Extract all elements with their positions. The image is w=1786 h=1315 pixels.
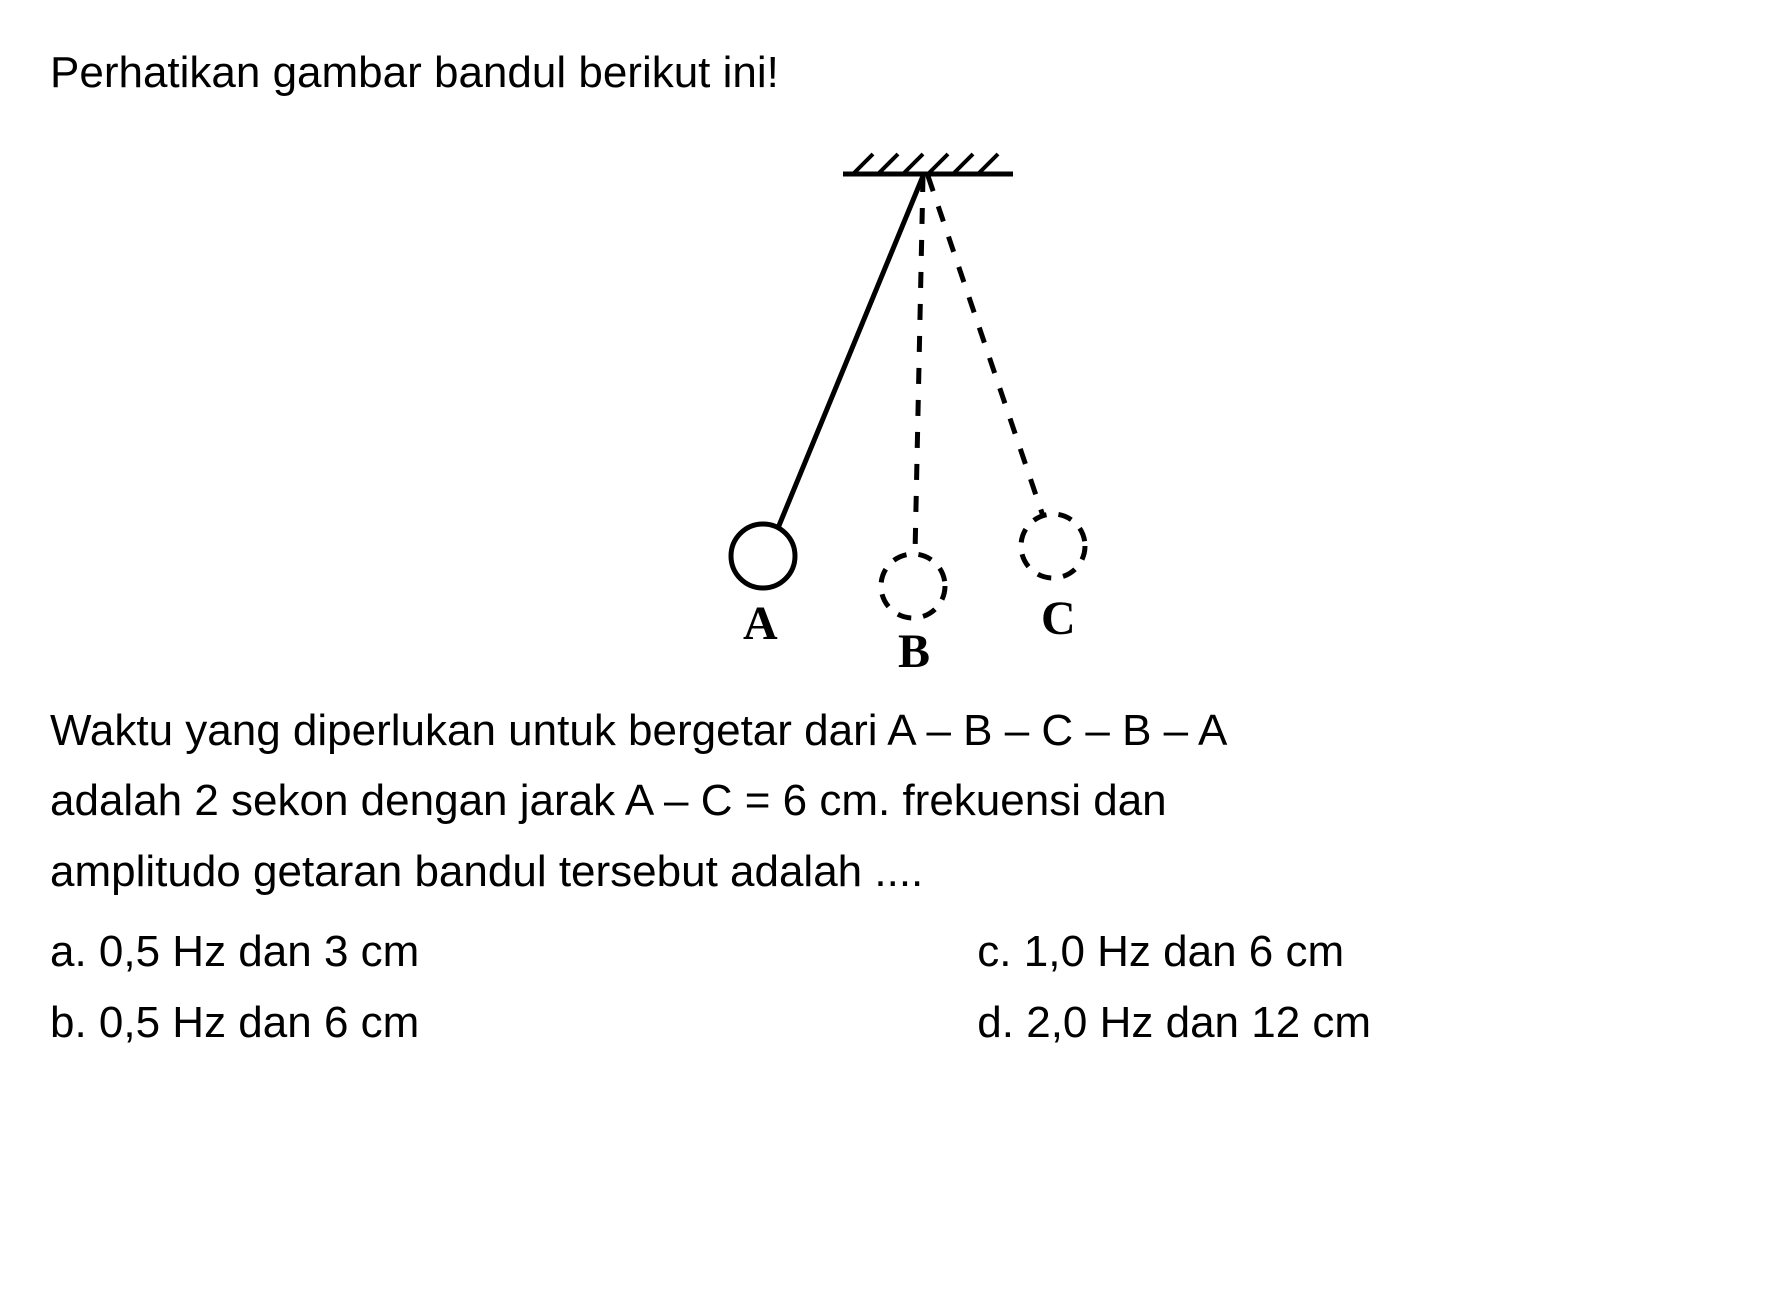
- pendulum-string-a: [778, 176, 923, 528]
- options-container: a. 0,5 Hz dan 3 cm c. 1,0 Hz dan 6 cm b.…: [50, 917, 1736, 1058]
- pendulum-diagram: A B C: [643, 126, 1143, 666]
- option-c: c. 1,0 Hz dan 6 cm: [977, 917, 1736, 987]
- option-b: b. 0,5 Hz dan 6 cm: [50, 988, 977, 1058]
- question-intro: Perhatikan gambar bandul berikut ini!: [50, 40, 1736, 106]
- pendulum-svg: [643, 126, 1143, 666]
- description-line-3: amplitudo getaran bandul tersebut adalah…: [50, 837, 1736, 907]
- description-line-1: Waktu yang diperlukan untuk bergetar dar…: [50, 696, 1736, 766]
- label-c: C: [1041, 591, 1076, 646]
- pendulum-bob-a: [731, 524, 795, 588]
- description-line-2: adalah 2 sekon dengan jarak A – C = 6 cm…: [50, 766, 1736, 836]
- label-b: B: [898, 624, 930, 679]
- pendulum-string-c: [928, 176, 1043, 516]
- label-a: A: [743, 596, 778, 651]
- pendulum-bob-b: [881, 554, 945, 618]
- ceiling-hatch: [843, 154, 1013, 174]
- pendulum-bob-c: [1021, 514, 1085, 578]
- option-d: d. 2,0 Hz dan 12 cm: [977, 988, 1736, 1058]
- pendulum-string-b: [915, 176, 923, 554]
- option-a: a. 0,5 Hz dan 3 cm: [50, 917, 977, 987]
- pendulum-diagram-container: A B C: [50, 126, 1736, 666]
